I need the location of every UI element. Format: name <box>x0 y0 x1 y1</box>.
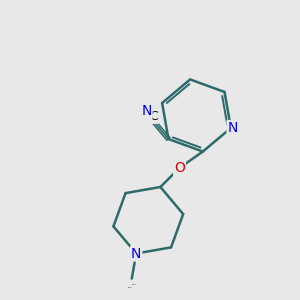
Text: O: O <box>174 161 185 175</box>
Text: methyl: methyl <box>128 287 133 288</box>
Text: methyl: methyl <box>132 284 136 285</box>
Text: C: C <box>149 110 158 123</box>
Text: N: N <box>131 247 141 260</box>
Text: N: N <box>227 121 238 135</box>
Text: N: N <box>141 104 152 118</box>
